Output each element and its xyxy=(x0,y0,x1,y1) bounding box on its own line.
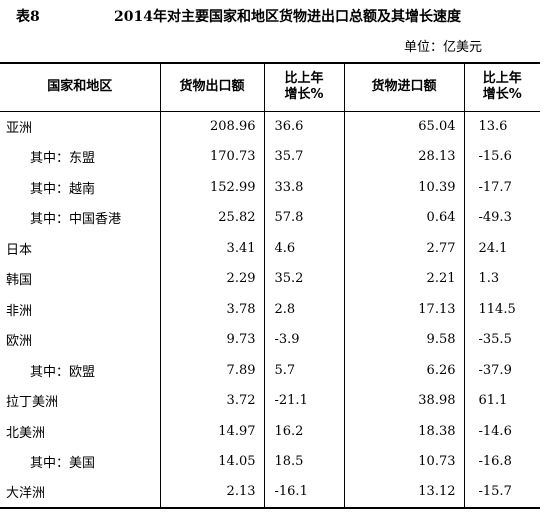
table-row: 其中：美国 14.05 18.5 10.73 -16.8 xyxy=(0,446,540,477)
region-cell: 韩国 xyxy=(6,273,33,289)
export-value-cell: 14.05 xyxy=(159,446,264,477)
region-cell: 大洋洲 xyxy=(0,477,160,509)
export-growth-cell: 5.7 xyxy=(263,355,344,386)
header-export-growth-line2: 增长% xyxy=(284,87,324,103)
import-value-cell: 17.13 xyxy=(343,294,464,325)
export-value-cell: 9.73 xyxy=(159,324,264,355)
export-growth-cell: 18.5 xyxy=(263,446,344,477)
region-cell: 拉丁美洲 xyxy=(6,395,59,411)
import-growth-cell: 1.3 xyxy=(463,263,540,294)
import-value-cell: 2.77 xyxy=(343,233,464,264)
import-value-cell: 13.12 xyxy=(343,477,464,509)
export-growth-cell: 33.8 xyxy=(263,172,344,203)
export-growth-cell: 36.6 xyxy=(263,111,344,142)
export-growth-cell: 4.6 xyxy=(263,233,344,264)
export-value-cell: 208.96 xyxy=(159,111,264,142)
export-growth-cell: 35.2 xyxy=(263,263,344,294)
region-cell: 其中：越南 xyxy=(30,181,96,197)
header-row: 国家和地区 货物出口额 比上年 增长% 货物进口额 比上年 增长% xyxy=(0,62,540,112)
export-growth-cell: 16.2 xyxy=(263,416,344,447)
table-row: 其中：东盟 170.73 35.7 28.13 -15.6 xyxy=(0,141,540,172)
export-value-cell: 3.72 xyxy=(159,385,264,416)
import-value-cell: 2.21 xyxy=(343,263,464,294)
table-row: 其中：中国香港 25.82 57.8 0.64 -49.3 xyxy=(0,202,540,233)
header-import-growth-line1: 比上年 xyxy=(482,71,522,87)
table-number: 表8 xyxy=(16,9,40,25)
export-value-cell: 2.29 xyxy=(159,263,264,294)
import-growth-cell: 13.6 xyxy=(463,111,540,142)
region-cell: 其中：东盟 xyxy=(30,151,96,167)
export-value-cell: 25.82 xyxy=(159,202,264,233)
region-cell: 非洲 xyxy=(6,303,33,319)
table-row: 亚洲 208.96 36.6 65.04 13.6 xyxy=(0,111,540,142)
region-cell: 亚洲 xyxy=(6,121,33,136)
table-row: 拉丁美洲 3.72 -21.1 38.98 61.1 xyxy=(0,385,540,416)
header-export-growth-line1: 比上年 xyxy=(284,71,324,87)
region-cell: 日本 xyxy=(6,242,33,258)
export-growth-cell: 57.8 xyxy=(263,202,344,233)
export-growth-cell: -21.1 xyxy=(263,385,344,416)
header-export-growth: 比上年 增长% xyxy=(263,62,344,112)
import-value-cell: 6.26 xyxy=(343,355,464,386)
import-growth-cell: -15.6 xyxy=(463,141,540,172)
table-row: 北美洲 14.97 16.2 18.38 -14.6 xyxy=(0,416,540,447)
import-growth-cell: -49.3 xyxy=(463,202,540,233)
import-growth-cell: -17.7 xyxy=(463,172,540,203)
export-value-cell: 152.99 xyxy=(159,172,264,203)
table-row: 其中：欧盟 7.89 5.7 6.26 -37.9 xyxy=(0,355,540,386)
table-title: 2014年对主要国家和地区货物进出口总额及其增长速度 xyxy=(114,9,461,25)
import-growth-cell: -15.7 xyxy=(463,477,540,509)
header-import: 货物进口额 xyxy=(343,62,464,112)
header-region: 国家和地区 xyxy=(0,62,160,112)
import-growth-cell: -37.9 xyxy=(463,355,540,386)
import-growth-cell: -35.5 xyxy=(463,324,540,355)
import-growth-cell: 61.1 xyxy=(463,385,540,416)
export-growth-cell: 35.7 xyxy=(263,141,344,172)
region-cell: 其中：美国 xyxy=(30,456,96,472)
export-growth-cell: 2.8 xyxy=(263,294,344,325)
export-value-cell: 170.73 xyxy=(159,141,264,172)
table-caption: 表8 2014年对主要国家和地区货物进出口总额及其增长速度 xyxy=(0,4,544,26)
table-row: 大洋洲 2.13 -16.1 13.12 -15.7 xyxy=(0,477,540,509)
import-value-cell: 65.04 xyxy=(343,111,464,142)
import-growth-cell: 114.5 xyxy=(463,294,540,325)
unit-label: 单位：亿美元 xyxy=(403,40,482,55)
region-cell: 其中：中国香港 xyxy=(30,212,122,228)
import-value-cell: 0.64 xyxy=(343,202,464,233)
import-value-cell: 18.38 xyxy=(343,416,464,447)
region-cell: 其中：欧盟 xyxy=(30,364,96,380)
import-value-cell: 28.13 xyxy=(343,141,464,172)
export-value-cell: 2.13 xyxy=(159,477,264,509)
header-import-growth: 比上年 增长% xyxy=(463,62,540,112)
export-growth-cell: -3.9 xyxy=(263,324,344,355)
import-growth-cell: -16.8 xyxy=(463,446,540,477)
trade-table: 国家和地区 货物出口额 比上年 增长% 货物进口额 比上年 增长% 亚洲 208.… xyxy=(0,62,540,509)
table-body: 亚洲 208.96 36.6 65.04 13.6 其中：东盟 170.73 35.7 28.1… xyxy=(0,111,540,509)
import-value-cell: 10.73 xyxy=(343,446,464,477)
export-value-cell: 7.89 xyxy=(159,355,264,386)
import-growth-cell: -14.6 xyxy=(463,416,540,447)
import-growth-cell: 24.1 xyxy=(463,233,540,264)
import-value-cell: 10.39 xyxy=(343,172,464,203)
table-row: 韩国 2.29 35.2 2.21 1.3 xyxy=(0,263,540,294)
table-row: 日本 3.41 4.6 2.77 24.1 xyxy=(0,233,540,264)
table-row: 欧洲 9.73 -3.9 9.58 -35.5 xyxy=(0,324,540,355)
export-value-cell: 3.78 xyxy=(159,294,264,325)
export-value-cell: 3.41 xyxy=(159,233,264,264)
region-cell: 欧洲 xyxy=(6,334,33,350)
export-growth-cell: -16.1 xyxy=(263,477,344,509)
region-cell: 北美洲 xyxy=(6,425,46,441)
export-value-cell: 14.97 xyxy=(159,416,264,447)
header-export: 货物出口额 xyxy=(159,62,264,112)
table-row: 其中：越南 152.99 33.8 10.39 -17.7 xyxy=(0,172,540,203)
import-value-cell: 38.98 xyxy=(343,385,464,416)
table-row: 非洲 3.78 2.8 17.13 114.5 xyxy=(0,294,540,325)
header-import-growth-line2: 增长% xyxy=(482,87,522,103)
import-value-cell: 9.58 xyxy=(343,324,464,355)
